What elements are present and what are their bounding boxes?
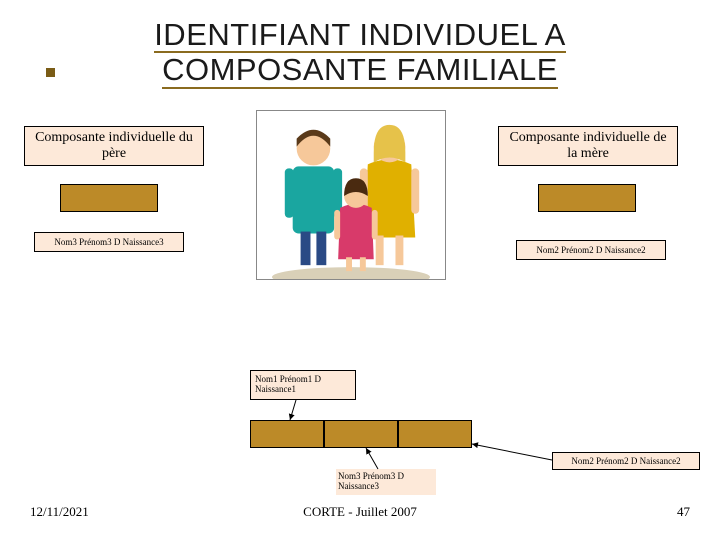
footer-page: 47 [677, 504, 690, 520]
row-mother-text: Nom2 Prénom2 D Naissance2 [571, 456, 680, 466]
child-info-text: Nom1 Prénom1 D Naissance1 [255, 375, 351, 395]
mother-detail-box: Nom2 Prénom2 D Naissance2 [516, 240, 666, 260]
row-cell-2 [324, 420, 398, 448]
slide-title: IDENTIFIANT INDIVIDUEL A COMPOSANTE FAMI… [50, 18, 670, 89]
row-cell-3 [398, 420, 472, 448]
father-label-box: Composante individuelle du père [24, 126, 204, 166]
mother-data-box [538, 184, 636, 212]
father-data-box [60, 184, 158, 212]
mother-detail-text: Nom2 Prénom2 D Naissance2 [536, 245, 645, 255]
row-cell-1 [250, 420, 324, 448]
mother-label-box: Composante individuelle de la mère [498, 126, 678, 166]
footer-center: CORTE - Juillet 2007 [0, 504, 720, 520]
title-line-1: IDENTIFIANT INDIVIDUEL A [154, 18, 566, 53]
child-info-box: Nom1 Prénom1 D Naissance1 [250, 370, 356, 400]
father-label-text: Composante individuelle du père [29, 130, 199, 162]
row-father-label: Nom3 Prénom3 D Naissance3 [336, 469, 436, 495]
row-father-text: Nom3 Prénom3 D Naissance3 [338, 472, 434, 492]
father-detail-box: Nom3 Prénom3 D Naissance3 [34, 232, 184, 252]
row-mother-label: Nom2 Prénom2 D Naissance2 [552, 452, 700, 470]
title-bullet [46, 68, 55, 77]
title-line-2: COMPOSANTE FAMILIALE [162, 53, 558, 88]
father-detail-text: Nom3 Prénom3 D Naissance3 [54, 237, 163, 247]
family-illustration [256, 110, 446, 280]
mother-label-text: Composante individuelle de la mère [503, 130, 673, 162]
